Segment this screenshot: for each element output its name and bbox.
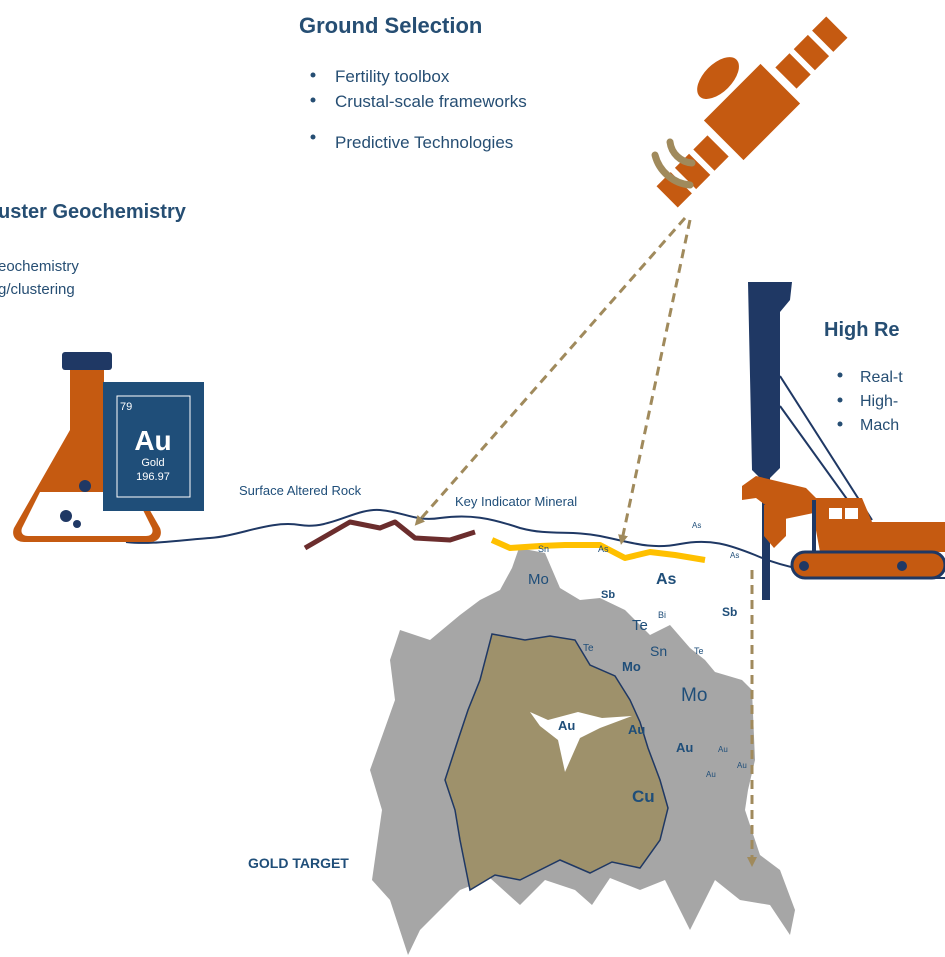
key-indicator-vein [490,537,706,563]
element-mo-bold: Mo [622,659,641,674]
high-resolution-list: Real-t High- Mach [837,369,903,434]
element-au-small-1: Au [718,745,728,754]
ground-selection-list: Fertility toolbox Crustal-scale framewor… [310,67,527,152]
ground-selection-item-1: Fertility toolbox [335,67,450,86]
element-sn-mid: Sn [650,643,667,659]
element-as-small-right: As [730,551,739,560]
element-cu: Cu [632,787,655,806]
bullet-dot [310,72,316,78]
cluster-geochemistry-item-1: eochemistry [0,258,79,275]
element-as-small-top: As [692,521,701,530]
element-bi: Bi [658,610,666,620]
tile-mass: 196.97 [136,471,170,483]
element-sb-center: Sb [601,589,615,601]
ground-selection-title: Ground Selection [299,13,482,38]
tile-name: Gold [141,457,164,469]
bullet-dot [837,372,843,378]
bullet-dot [837,397,843,403]
element-as-large: As [656,571,677,588]
element-au-core: Au [558,718,575,733]
element-te-right: Te [694,646,704,656]
core-void [530,712,632,772]
element-mo-large: Mo [681,685,707,706]
drill-rig-icon [742,282,945,600]
element-au-edge: Au [628,722,645,737]
tile-number: 79 [120,401,132,413]
ground-selection-item-2: Crustal-scale frameworks [335,92,527,111]
element-au-small-2: Au [737,761,747,770]
high-resolution-item-1: Real-t [860,369,903,386]
high-resolution-title: High Re [824,319,900,341]
element-mo-left: Mo [528,571,549,588]
bullet-dot [837,421,843,427]
surface-altered-rock-label: Surface Altered Rock [239,483,362,498]
ground-selection-item-3: Predictive Technologies [335,133,513,152]
cluster-geochemistry-title: uster Geochemistry [0,201,187,223]
ore-core [444,633,669,892]
gold-element-tile: 79 Au Gold 196.97 [103,382,204,511]
gold-target-label: GOLD TARGET [248,855,349,871]
cluster-geochemistry-item-2: g/clustering [0,281,75,298]
element-sb-right: Sb [722,605,737,619]
element-te-left: Te [583,643,594,654]
element-sn-vein: Sn [538,544,549,554]
element-au-small-3: Au [706,770,716,779]
element-as-vein: As [598,544,609,554]
high-resolution-item-3: Mach [860,417,899,434]
element-au-right: Au [676,740,693,755]
element-te-mid: Te [632,617,648,634]
key-indicator-mineral-label: Key Indicator Mineral [455,494,577,509]
bullet-dot [310,97,316,103]
ground-surface-line [125,508,945,579]
bullet-dot [310,134,316,140]
arrow-to-surface-rock [414,217,687,526]
high-resolution-item-2: High- [860,393,898,410]
surface-altered-rock [303,519,476,551]
arrow-to-indicator-mineral [618,219,692,545]
satellite-icon [651,16,848,208]
tile-symbol: Au [134,425,171,456]
